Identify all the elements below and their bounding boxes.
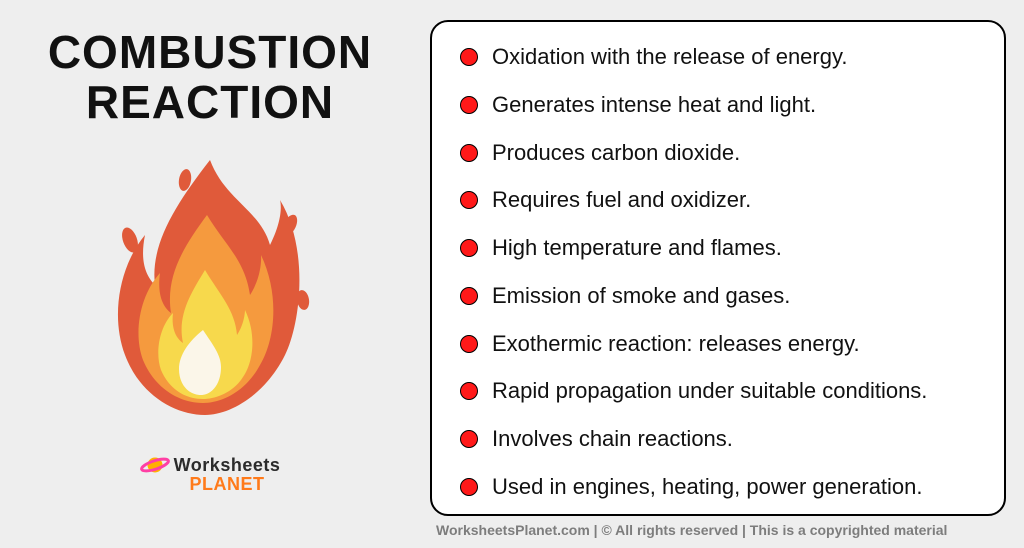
list-item: High temperature and flames.: [460, 235, 976, 261]
bullet-icon: [460, 96, 478, 114]
bullet-icon: [460, 478, 478, 496]
list-item: Involves chain reactions.: [460, 426, 976, 452]
page-title: COMBUSTION REACTION: [48, 28, 372, 127]
list-item: Emission of smoke and gases.: [460, 283, 976, 309]
list-item: Requires fuel and oxidizer.: [460, 187, 976, 213]
facts-box: Oxidation with the release of energy. Ge…: [430, 20, 1006, 516]
brand-logo-line2: PLANET: [156, 474, 265, 495]
item-text: Oxidation with the release of energy.: [492, 44, 847, 70]
list-item: Produces carbon dioxide.: [460, 140, 976, 166]
bullet-icon: [460, 144, 478, 162]
list-item: Used in engines, heating, power generati…: [460, 474, 976, 500]
list-item: Exothermic reaction: releases energy.: [460, 331, 976, 357]
item-text: High temperature and flames.: [492, 235, 782, 261]
title-line-1: COMBUSTION: [48, 28, 372, 78]
fire-icon: [85, 145, 335, 430]
logo-text-b: PLANET: [190, 474, 265, 495]
item-text: Exothermic reaction: releases energy.: [492, 331, 860, 357]
logo-text-a: Worksheets: [174, 455, 281, 476]
title-line-2: REACTION: [48, 78, 372, 128]
footer-text: WorksheetsPlanet.com | © All rights rese…: [430, 522, 1006, 538]
list-item: Rapid propagation under suitable conditi…: [460, 378, 976, 404]
item-text: Requires fuel and oxidizer.: [492, 187, 751, 213]
left-panel: COMBUSTION REACTION Worksheets PL: [0, 0, 420, 548]
item-text: Used in engines, heating, power generati…: [492, 474, 923, 500]
bullet-icon: [460, 382, 478, 400]
right-panel: Oxidation with the release of energy. Ge…: [420, 0, 1024, 548]
list-item: Generates intense heat and light.: [460, 92, 976, 118]
item-text: Generates intense heat and light.: [492, 92, 816, 118]
bullet-icon: [460, 48, 478, 66]
bullet-icon: [460, 191, 478, 209]
list-item: Oxidation with the release of energy.: [460, 44, 976, 70]
item-text: Involves chain reactions.: [492, 426, 733, 452]
bullet-icon: [460, 287, 478, 305]
bullet-icon: [460, 335, 478, 353]
bullet-icon: [460, 430, 478, 448]
item-text: Emission of smoke and gases.: [492, 283, 790, 309]
item-text: Rapid propagation under suitable conditi…: [492, 378, 927, 404]
bullet-icon: [460, 239, 478, 257]
item-text: Produces carbon dioxide.: [492, 140, 740, 166]
